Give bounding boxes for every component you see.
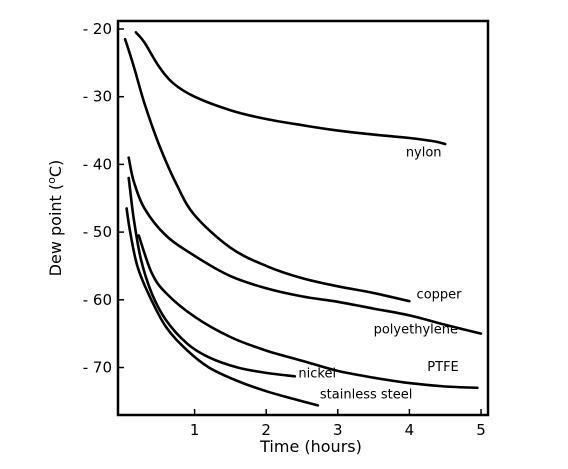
y-axis-title-sup: o bbox=[45, 177, 58, 184]
y-tick-label: - 20 bbox=[83, 20, 112, 38]
series-label-polyethylene: polyethylene bbox=[374, 323, 458, 338]
series-lines bbox=[123, 31, 483, 407]
series-line-stainless-steel bbox=[125, 207, 320, 407]
series-line-polyethylene bbox=[127, 156, 483, 335]
x-tick-label: 4 bbox=[405, 421, 415, 439]
series-line-nickel bbox=[127, 176, 297, 378]
y-tick-label: - 40 bbox=[83, 155, 112, 173]
y-axis-ticks: - 20 - 30 - 40 - 50 - 60 - 70 bbox=[83, 20, 124, 377]
x-tick-label: 1 bbox=[190, 421, 200, 439]
series-label-ptfe: PTFE bbox=[427, 360, 458, 375]
series-line-nylon bbox=[134, 31, 447, 146]
x-axis-title: Time (hours) bbox=[259, 437, 362, 456]
y-tick-label: - 60 bbox=[83, 291, 112, 309]
series-label-nickel: nickel bbox=[298, 367, 336, 382]
x-tick-label: 2 bbox=[261, 421, 271, 439]
series-label-copper: copper bbox=[417, 287, 463, 302]
y-tick-label: - 50 bbox=[83, 223, 112, 241]
series-label-stainless-steel: stainless steel bbox=[320, 388, 412, 403]
x-tick-label: 3 bbox=[333, 421, 343, 439]
series-labels: nylon copper polyethylene PTFE nickel stainle… bbox=[298, 145, 462, 402]
series-label-nylon: nylon bbox=[406, 145, 442, 160]
x-tick-label: 5 bbox=[476, 421, 486, 439]
x-axis-ticks: 1 2 3 4 5 bbox=[190, 409, 486, 439]
series-line-copper bbox=[123, 37, 411, 303]
y-tick-label: - 70 bbox=[83, 359, 112, 377]
y-axis-title-main: Dew point ( bbox=[46, 184, 65, 276]
y-tick-label: - 30 bbox=[83, 88, 112, 106]
y-axis-title: Dew point (oC) bbox=[45, 160, 65, 277]
y-axis-title-end: C) bbox=[46, 160, 65, 177]
plot-frame bbox=[116, 19, 490, 417]
series-line-ptfe bbox=[137, 234, 479, 390]
